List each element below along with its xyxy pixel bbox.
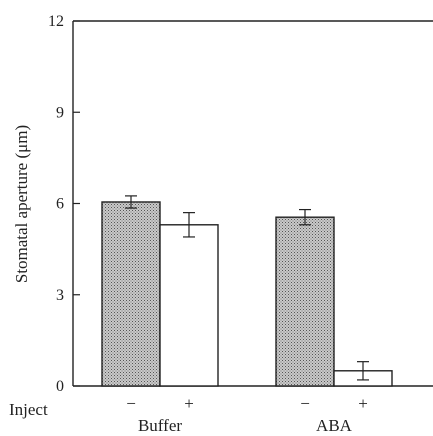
bar-buffer-plus bbox=[159, 224, 219, 387]
bar-buffer-minus bbox=[101, 201, 161, 387]
group-label-aba: ABA bbox=[316, 416, 353, 435]
y-tick-label: 0 bbox=[56, 378, 64, 395]
bars bbox=[101, 201, 393, 387]
y-tick-label: 12 bbox=[48, 13, 64, 30]
x-labels: − +Buffer− +ABA bbox=[126, 394, 368, 435]
error-bars bbox=[125, 195, 369, 381]
y-tick-label: 6 bbox=[56, 196, 64, 213]
group-label-buffer: Buffer bbox=[138, 416, 182, 435]
inject-label: Inject bbox=[9, 400, 48, 419]
inject-sign: − bbox=[300, 394, 310, 413]
bar-aba-minus bbox=[275, 216, 335, 387]
y-tick-label: 3 bbox=[56, 287, 64, 304]
inject-sign: + bbox=[358, 394, 368, 413]
y-tick-label: 9 bbox=[56, 104, 64, 121]
inject-sign: + bbox=[184, 394, 194, 413]
y-ticks: 0 3 6 9 12 bbox=[48, 13, 80, 395]
inject-sign: − bbox=[126, 394, 136, 413]
y-axis-title: Stomatal aperture (μm) bbox=[12, 125, 31, 283]
